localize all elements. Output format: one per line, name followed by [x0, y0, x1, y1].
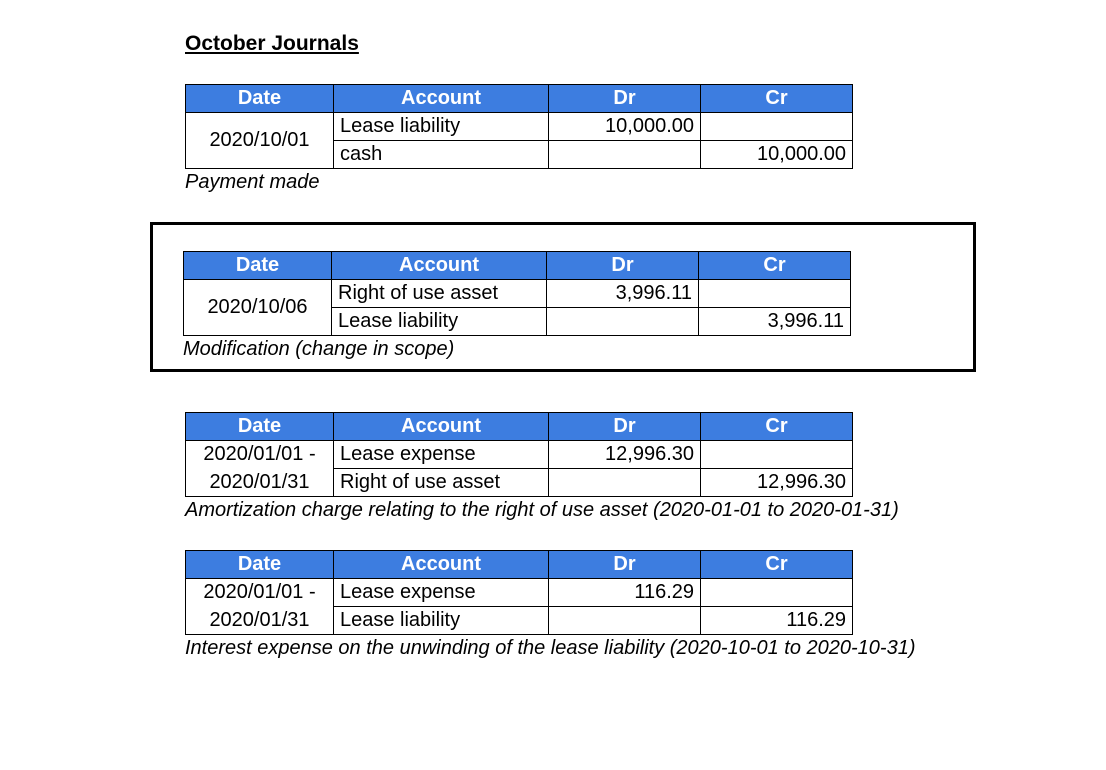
cell-cr [701, 579, 853, 607]
journal-block: Date Account Dr Cr 2020/10/01 Lease liab… [185, 84, 1046, 194]
cell-date: 2020/01/31 [186, 469, 334, 497]
cell-date: 2020/10/01 [186, 113, 334, 169]
cell-account: cash [334, 141, 549, 169]
cell-dr [549, 607, 701, 635]
cell-account: Right of use asset [332, 280, 547, 308]
cell-account: Lease expense [334, 441, 549, 469]
cell-dr [547, 308, 699, 336]
col-header-account: Account [334, 85, 549, 113]
cell-cr [701, 441, 853, 469]
col-header-account: Account [332, 252, 547, 280]
cell-cr [701, 113, 853, 141]
cell-cr: 3,996.11 [699, 308, 851, 336]
cell-date: 2020/01/01 - [186, 441, 334, 469]
journal-table: Date Account Dr Cr 2020/10/06 Right of u… [183, 251, 851, 336]
cell-account: Lease liability [334, 607, 549, 635]
table-row: 2020/10/06 Right of use asset 3,996.11 [184, 280, 851, 308]
cell-account: Right of use asset [334, 469, 549, 497]
col-header-account: Account [334, 551, 549, 579]
table-row: 2020/01/31 Lease liability 116.29 [186, 607, 853, 635]
table-row: 2020/01/31 Right of use asset 12,996.30 [186, 469, 853, 497]
col-header-date: Date [184, 252, 332, 280]
col-header-date: Date [186, 413, 334, 441]
col-header-cr: Cr [701, 85, 853, 113]
highlight-box: Date Account Dr Cr 2020/10/06 Right of u… [150, 222, 976, 372]
col-header-account: Account [334, 413, 549, 441]
col-header-date: Date [186, 551, 334, 579]
col-header-cr: Cr [701, 551, 853, 579]
cell-dr [549, 141, 701, 169]
cell-date: 2020/01/31 [186, 607, 334, 635]
col-header-dr: Dr [547, 252, 699, 280]
cell-dr: 10,000.00 [549, 113, 701, 141]
page-title: October Journals [185, 32, 1046, 56]
col-header-cr: Cr [699, 252, 851, 280]
journal-caption: Amortization charge relating to the righ… [185, 499, 1046, 522]
cell-cr: 116.29 [701, 607, 853, 635]
table-row: 2020/01/01 - Lease expense 12,996.30 [186, 441, 853, 469]
cell-cr: 10,000.00 [701, 141, 853, 169]
journal-table: Date Account Dr Cr 2020/01/01 - Lease ex… [185, 412, 853, 497]
journal-block: Date Account Dr Cr 2020/01/01 - Lease ex… [185, 412, 1046, 522]
col-header-dr: Dr [549, 85, 701, 113]
journal-table: Date Account Dr Cr 2020/10/01 Lease liab… [185, 84, 853, 169]
table-row: 2020/01/01 - Lease expense 116.29 [186, 579, 853, 607]
table-row: 2020/10/01 Lease liability 10,000.00 [186, 113, 853, 141]
col-header-dr: Dr [549, 413, 701, 441]
journal-caption: Interest expense on the unwinding of the… [185, 637, 1046, 660]
col-header-dr: Dr [549, 551, 701, 579]
cell-dr: 3,996.11 [547, 280, 699, 308]
cell-dr: 12,996.30 [549, 441, 701, 469]
cell-dr: 116.29 [549, 579, 701, 607]
journal-table: Date Account Dr Cr 2020/01/01 - Lease ex… [185, 550, 853, 635]
cell-account: Lease liability [332, 308, 547, 336]
cell-account: Lease liability [334, 113, 549, 141]
cell-cr [699, 280, 851, 308]
col-header-cr: Cr [701, 413, 853, 441]
cell-cr: 12,996.30 [701, 469, 853, 497]
journal-caption: Payment made [185, 171, 1046, 194]
cell-account: Lease expense [334, 579, 549, 607]
cell-dr [549, 469, 701, 497]
journal-caption: Modification (change in scope) [183, 338, 953, 361]
journal-block: Date Account Dr Cr 2020/01/01 - Lease ex… [185, 550, 1046, 660]
cell-date: 2020/01/01 - [186, 579, 334, 607]
cell-date: 2020/10/06 [184, 280, 332, 336]
col-header-date: Date [186, 85, 334, 113]
